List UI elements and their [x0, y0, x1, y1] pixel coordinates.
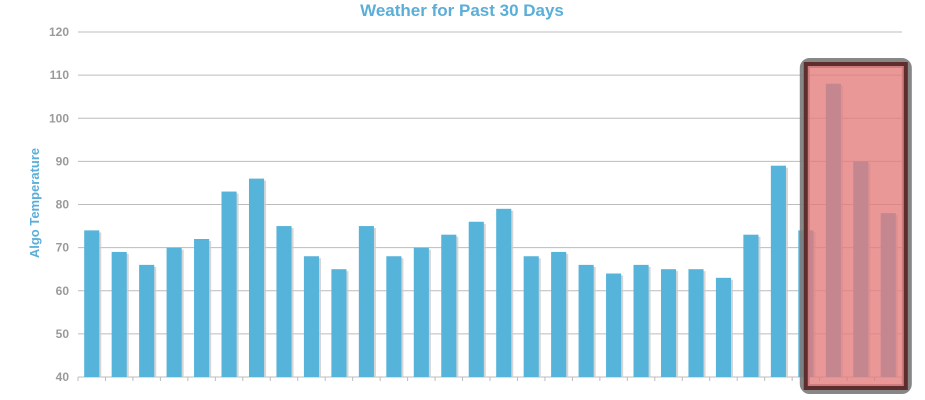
- bar: [221, 191, 237, 377]
- bar: [551, 251, 567, 377]
- bar: [468, 221, 484, 377]
- bar: [84, 230, 100, 377]
- bar: [578, 264, 594, 377]
- y-tick-label: 100: [49, 111, 69, 125]
- y-tick-label: 40: [56, 370, 70, 384]
- bar: [276, 226, 292, 377]
- y-axis-ticks: 40 50 60 70 80 90 100 110 120: [49, 25, 69, 384]
- y-tick-label: 60: [56, 284, 70, 298]
- bar: [770, 165, 786, 377]
- bar: [194, 239, 210, 377]
- y-tick-label: 90: [56, 154, 70, 168]
- bar: [166, 247, 182, 377]
- x-axis-ticks: [77, 377, 903, 381]
- highlight-box-fill: [803, 62, 908, 390]
- chart-title: Weather for Past 30 Days: [360, 1, 564, 20]
- y-tick-label: 120: [49, 25, 69, 39]
- y-tick-label: 70: [56, 241, 70, 255]
- grid-lines: [78, 31, 902, 378]
- bar: [633, 264, 649, 377]
- bar: [111, 251, 127, 377]
- highlight-box: [799, 58, 912, 394]
- bar: [743, 234, 759, 377]
- bar: [331, 269, 347, 377]
- bar: [303, 256, 320, 377]
- bar: [496, 208, 512, 377]
- y-tick-label: 110: [50, 68, 70, 82]
- bar: [248, 178, 265, 377]
- y-axis-label: Algo Temperature: [27, 148, 42, 258]
- bar: [523, 256, 539, 377]
- bar: [688, 269, 704, 377]
- y-tick-label: 50: [56, 327, 70, 341]
- bar: [441, 234, 457, 377]
- bar: [715, 277, 732, 377]
- bar: [660, 269, 677, 377]
- bar: [413, 247, 429, 377]
- y-tick-label: 80: [56, 198, 70, 212]
- bar: [606, 273, 622, 377]
- bar: [358, 226, 374, 377]
- bar: [139, 264, 155, 377]
- bars: [84, 83, 898, 377]
- bar: [386, 256, 402, 377]
